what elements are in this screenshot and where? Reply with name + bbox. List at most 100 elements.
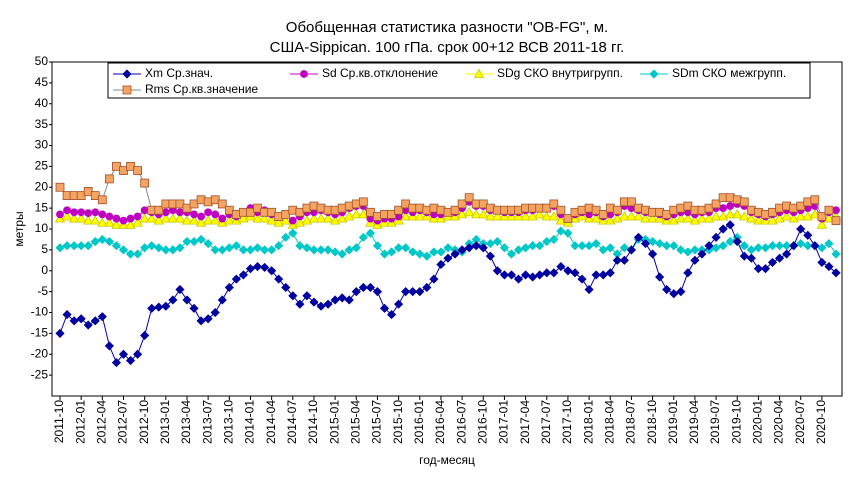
point — [408, 247, 418, 257]
point — [817, 212, 827, 221]
point — [697, 249, 707, 259]
point — [252, 243, 263, 253]
x-tick-label: 2013-04 — [179, 400, 193, 444]
point — [259, 213, 270, 223]
x-tick-label: 2017-07 — [539, 400, 553, 444]
point — [386, 310, 397, 320]
point — [140, 178, 150, 188]
point — [669, 241, 679, 251]
y-tick-label: 35 — [35, 117, 49, 131]
point — [300, 70, 308, 78]
point — [400, 211, 411, 221]
point — [401, 287, 411, 297]
legend-label: Sd Ср.кв.отклонение — [322, 66, 438, 80]
x-tick-label: 2012-04 — [94, 400, 108, 444]
point — [499, 270, 510, 280]
x-tick-label: 2015-10 — [391, 400, 405, 444]
point — [485, 239, 495, 249]
point — [323, 299, 333, 309]
point — [344, 245, 354, 255]
point — [111, 358, 122, 368]
point — [555, 215, 567, 225]
point — [817, 257, 827, 267]
point — [126, 214, 135, 223]
y-tick-label: 25 — [35, 159, 49, 173]
point — [655, 272, 665, 282]
point — [570, 241, 580, 251]
point — [669, 289, 679, 299]
point — [238, 270, 248, 280]
point — [97, 234, 107, 245]
point — [330, 295, 340, 305]
point — [831, 268, 841, 278]
point — [648, 236, 658, 247]
point — [231, 241, 241, 251]
point — [492, 211, 503, 221]
point — [746, 245, 756, 255]
y-tick-label: -25 — [31, 367, 49, 381]
legend-label: SDg СКО внутригрупп. — [497, 66, 623, 80]
point — [810, 195, 820, 205]
point — [112, 214, 121, 223]
x-tick-label: 2017-04 — [518, 400, 532, 444]
point — [767, 257, 778, 267]
point — [422, 282, 432, 293]
point — [77, 208, 86, 217]
point — [133, 349, 143, 359]
point — [746, 213, 757, 223]
y-tick-label: 10 — [35, 221, 49, 235]
point — [302, 291, 312, 301]
point — [605, 243, 615, 253]
point — [140, 243, 150, 253]
point — [520, 211, 531, 221]
point — [521, 243, 531, 253]
point — [140, 206, 149, 215]
point — [351, 287, 361, 297]
point — [190, 210, 198, 219]
point — [753, 264, 763, 274]
point — [83, 241, 93, 251]
point — [556, 226, 566, 236]
x-tick-label: 2015-01 — [327, 400, 341, 444]
x-tick-label: 2019-04 — [687, 400, 701, 444]
point — [619, 255, 629, 265]
point — [161, 301, 171, 311]
point — [662, 241, 672, 251]
point — [549, 268, 559, 278]
point — [401, 243, 411, 253]
x-tick-label: 2012-07 — [116, 400, 130, 444]
point — [528, 272, 538, 282]
point — [675, 213, 686, 223]
y-tick-label: 20 — [35, 179, 49, 193]
point — [288, 216, 297, 225]
point — [774, 253, 785, 263]
point — [316, 245, 326, 255]
point — [175, 284, 185, 295]
point — [217, 295, 227, 305]
point — [513, 274, 524, 284]
point — [365, 282, 375, 293]
point — [640, 239, 651, 249]
point — [189, 303, 199, 313]
point — [118, 245, 129, 255]
point — [789, 241, 799, 251]
point — [69, 241, 79, 251]
point — [408, 287, 418, 297]
point — [725, 236, 735, 247]
point — [154, 243, 164, 253]
y-tick-label: 45 — [35, 75, 49, 89]
point — [70, 208, 79, 217]
x-tick-label: 2019-10 — [729, 400, 743, 444]
point — [55, 243, 65, 253]
point — [295, 241, 305, 251]
point — [281, 282, 291, 293]
point — [676, 287, 686, 297]
point — [75, 213, 87, 223]
point — [548, 211, 560, 221]
point — [633, 211, 644, 221]
point — [344, 295, 354, 305]
x-tick-label: 2018-07 — [624, 400, 638, 444]
x-tick-label: 2016-01 — [412, 400, 426, 444]
x-tick-label: 2014-07 — [285, 400, 299, 444]
point — [605, 268, 615, 278]
